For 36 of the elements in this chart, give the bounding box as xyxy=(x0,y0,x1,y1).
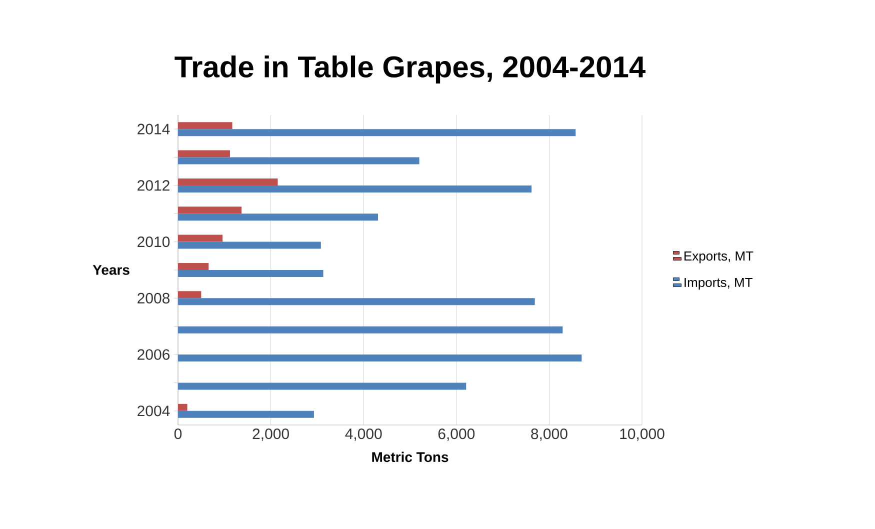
x-tick-label: 2,000 xyxy=(252,428,289,441)
bar xyxy=(178,234,223,242)
bar xyxy=(178,206,242,214)
x-tick-label: 8,000 xyxy=(531,428,568,441)
x-tick-label: 6,000 xyxy=(438,428,475,441)
bar xyxy=(178,270,324,277)
bar xyxy=(178,150,230,158)
legend-label: Imports, MT xyxy=(684,278,752,290)
bar xyxy=(178,157,420,164)
x-axis-title: Metric Tons xyxy=(372,452,448,462)
y-tick-label: 2012 xyxy=(138,180,170,191)
y-tick-label: 2006 xyxy=(138,349,170,360)
bar xyxy=(178,242,321,249)
bar xyxy=(178,178,278,186)
bar xyxy=(178,382,466,390)
y-tick-label: 2004 xyxy=(138,406,170,416)
bar xyxy=(178,326,563,334)
x-tick-label: 10,000 xyxy=(620,428,664,441)
bar xyxy=(178,298,535,306)
y-tick-label: 2008 xyxy=(138,292,170,304)
bar xyxy=(178,354,582,362)
x-tick-label: 0 xyxy=(174,428,182,440)
bar xyxy=(178,122,232,130)
y-tick-label: 2010 xyxy=(138,236,170,248)
bar xyxy=(178,291,202,298)
chart-title: Trade in Table Grapes, 2004-2014 xyxy=(174,56,646,84)
x-tick-label: 4,000 xyxy=(345,428,382,441)
bar xyxy=(178,129,576,136)
y-axis-title: Years xyxy=(92,265,130,275)
bar xyxy=(178,214,378,221)
legend-label: Exports, MT xyxy=(684,252,754,264)
bar xyxy=(178,185,532,192)
bar xyxy=(178,262,209,270)
bar xyxy=(178,410,314,418)
y-tick-label: 2014 xyxy=(138,124,170,134)
bar xyxy=(178,404,188,411)
